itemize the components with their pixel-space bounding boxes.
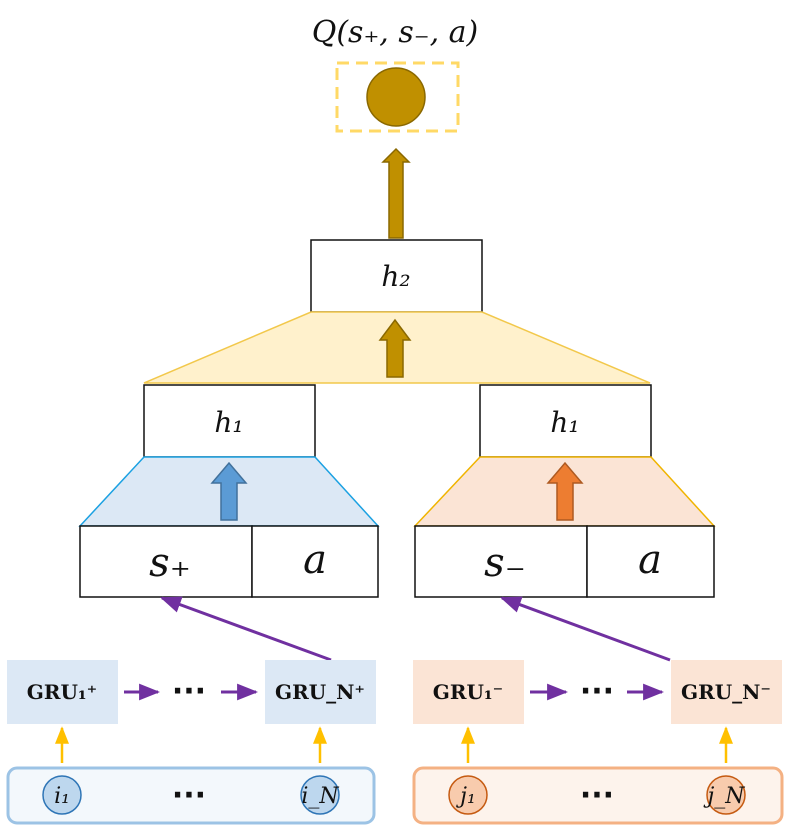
output-node	[366, 67, 426, 127]
gru-negative-first-label: GRU₁⁻	[433, 680, 503, 704]
h2-label: h₂	[381, 260, 410, 293]
gru-positive-ellipsis: ···	[172, 674, 206, 709]
gru-negative-ellipsis: ···	[580, 674, 614, 709]
output-label: Q(s₊, s₋, a)	[312, 15, 479, 50]
positive-item-last-label: i_N	[301, 784, 339, 809]
negative-items-container	[412, 766, 784, 825]
positive-items-container	[6, 766, 376, 825]
positive-items-ellipsis: ···	[172, 778, 206, 813]
negative-action-label: a	[638, 537, 662, 583]
negative-item-first-label: j₁	[455, 784, 476, 809]
negative-state-label: s₋	[484, 540, 526, 586]
h1-left-label: h₁	[214, 406, 243, 439]
gru-positive-last-label: GRU_N⁺	[275, 680, 365, 704]
negative-action-box	[586, 525, 715, 598]
gru-positive-last-box	[265, 660, 376, 724]
negative-state-box	[414, 525, 588, 598]
h1-right-box	[479, 384, 652, 458]
arrow-positive-up	[210, 461, 248, 521]
h1-left-box	[143, 384, 316, 458]
gru-negative-last-label: GRU_N⁻	[681, 680, 771, 704]
arrow-gru-negative-to-state	[500, 596, 671, 662]
positive-action-label: a	[303, 537, 327, 583]
positive-item-first-node	[42, 775, 82, 815]
gru-positive-first-label: GRU₁⁺	[27, 680, 97, 704]
positive-state-box	[79, 525, 253, 598]
negative-item-last-label: j_N	[702, 784, 745, 809]
arrow-gru-positive-to-state	[160, 596, 332, 662]
negative-item-first-node	[448, 775, 488, 815]
arrow-h2-to-output	[381, 147, 411, 239]
positive-state-label: s₊	[149, 540, 191, 586]
positive-action-box	[251, 525, 379, 598]
gru-negative-last-box	[671, 660, 782, 724]
arrow-negative-up	[546, 461, 584, 521]
gru-negative-first-box	[413, 660, 524, 724]
arrow-merge-up	[378, 318, 412, 378]
negative-items-ellipsis: ···	[580, 778, 614, 813]
gru-positive-first-box	[7, 660, 118, 724]
h1-right-label: h₁	[550, 406, 579, 439]
positive-item-first-label: i₁	[54, 784, 70, 809]
positive-item-last-node	[300, 775, 340, 815]
output-dashed-box	[335, 61, 460, 133]
negative-item-last-node	[706, 775, 746, 815]
